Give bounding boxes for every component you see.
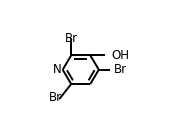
- Text: N: N: [53, 63, 62, 76]
- Text: OH: OH: [111, 49, 129, 62]
- Text: Br: Br: [114, 63, 127, 76]
- Text: Br: Br: [49, 91, 62, 104]
- Text: Br: Br: [65, 33, 78, 46]
